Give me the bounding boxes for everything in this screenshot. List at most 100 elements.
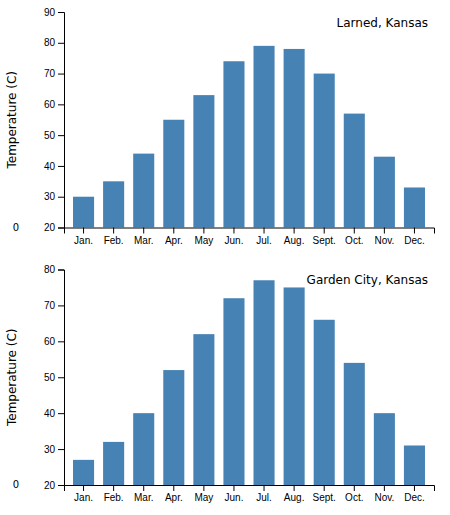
x-tick-label: Jan.	[74, 492, 93, 503]
x-tick-label: Oct.	[345, 235, 363, 246]
bar	[223, 61, 244, 227]
y-tick-mark	[58, 104, 64, 105]
y-tick-label: 50	[44, 130, 56, 141]
x-tick-label: May	[194, 235, 213, 246]
x-tick: Jan.	[74, 228, 93, 246]
y-tick: 60	[44, 99, 64, 110]
x-tick: Sept.	[313, 485, 336, 503]
x-tick-label: Apr.	[165, 235, 183, 246]
x-tick-mark	[354, 228, 355, 234]
bars	[73, 46, 425, 228]
annotation: 0	[13, 479, 19, 490]
x-tick-mark	[203, 228, 204, 234]
x-tick-label: Nov.	[374, 492, 394, 503]
figure: 20 30 40 50 60 70 80 90 Jan. Feb. Mar. Apr. May Jun. J…	[0, 0, 450, 515]
chart-title: Garden City, Kansas	[307, 273, 428, 287]
x-tick-label: Dec.	[404, 235, 425, 246]
y-tick-label: 30	[44, 444, 56, 455]
y-axis-title: Temperature (C)	[5, 71, 19, 170]
x-axis: Jan.Feb.Mar.Apr.MayJun.Jul.Aug.Sept.Oct.…	[65, 485, 435, 503]
bar	[133, 413, 154, 485]
x-tick: Jan.	[74, 485, 93, 503]
y-tick-mark	[58, 305, 64, 306]
y-tick-mark	[58, 377, 64, 378]
x-tick: Nov.	[374, 485, 394, 503]
y-tick-label: 90	[44, 7, 56, 18]
y-tick-label: 40	[44, 161, 56, 172]
x-axis-line	[65, 228, 435, 234]
y-tick-mark	[58, 43, 64, 44]
bar	[193, 334, 214, 485]
x-tick-label: Jan.	[74, 235, 93, 246]
y-tick-label: 60	[44, 99, 56, 110]
bar	[254, 280, 275, 485]
x-tick-mark	[264, 228, 265, 234]
x-tick-mark	[203, 485, 204, 491]
x-tick: Sept.	[313, 228, 336, 246]
y-tick: 80	[44, 37, 64, 48]
bar	[163, 370, 184, 485]
x-tick-label: Jul.	[256, 235, 272, 246]
y-axis-line	[58, 270, 65, 486]
x-tick: Jun.	[225, 485, 244, 503]
x-tick: Dec.	[404, 228, 425, 246]
x-tick-mark	[233, 228, 234, 234]
y-tick-mark	[58, 341, 64, 342]
y-tick-mark	[58, 135, 64, 136]
bar	[73, 460, 94, 485]
x-tick: Aug.	[284, 228, 305, 246]
chart-panel: 20304050607080Jan.Feb.Mar.Apr.MayJun.Jul…	[5, 264, 435, 503]
y-tick-mark	[58, 449, 64, 450]
y-tick-label: 50	[44, 372, 56, 383]
y-tick-mark	[58, 228, 64, 229]
y-tick-mark	[58, 413, 64, 414]
y-tick: 50	[44, 130, 64, 141]
x-tick: Aug.	[284, 485, 305, 503]
x-tick-label: May	[194, 492, 213, 503]
y-tick: 20	[44, 222, 64, 233]
y-axis: 2030405060708090	[44, 7, 65, 234]
bar	[344, 363, 365, 485]
y-tick-label: 70	[44, 300, 56, 311]
x-tick-label: Jun.	[225, 492, 244, 503]
x-tick-mark	[173, 485, 174, 491]
x-tick: Feb.	[104, 485, 124, 503]
x-tick-mark	[173, 228, 174, 234]
x-tick-mark	[384, 485, 385, 491]
bar	[314, 320, 335, 485]
x-tick-mark	[354, 485, 355, 491]
y-tick-label: 30	[44, 191, 56, 202]
x-axis-line	[65, 486, 435, 492]
bar	[103, 442, 124, 485]
x-tick: Mar.	[134, 485, 153, 503]
x-tick-mark	[414, 485, 415, 491]
y-tick: 40	[44, 161, 64, 172]
x-tick-label: Aug.	[284, 235, 305, 246]
x-tick: Jul.	[256, 228, 272, 246]
bar	[344, 114, 365, 228]
y-tick-label: 20	[44, 480, 56, 491]
bar	[103, 181, 124, 227]
y-tick-label: 60	[44, 336, 56, 347]
x-tick: May	[194, 228, 213, 246]
bar	[374, 413, 395, 485]
x-tick: Oct.	[345, 485, 363, 503]
x-tick-label: Nov.	[374, 235, 394, 246]
bar	[193, 95, 214, 227]
x-tick: Jun.	[225, 228, 244, 246]
y-tick-mark	[58, 74, 64, 75]
y-tick-mark	[58, 485, 64, 486]
y-axis: 20304050607080	[44, 264, 65, 491]
y-tick: 40	[44, 408, 64, 419]
x-tick-mark	[294, 485, 295, 491]
y-tick: 70	[44, 300, 64, 311]
x-tick-mark	[294, 228, 295, 234]
y-tick-mark	[58, 12, 64, 13]
x-tick-label: Jul.	[256, 492, 272, 503]
x-tick-label: Mar.	[134, 235, 153, 246]
bar	[73, 197, 94, 228]
y-tick: 90	[44, 7, 64, 18]
bar	[284, 49, 305, 228]
x-tick-label: Aug.	[284, 492, 305, 503]
y-tick-mark	[58, 166, 64, 167]
